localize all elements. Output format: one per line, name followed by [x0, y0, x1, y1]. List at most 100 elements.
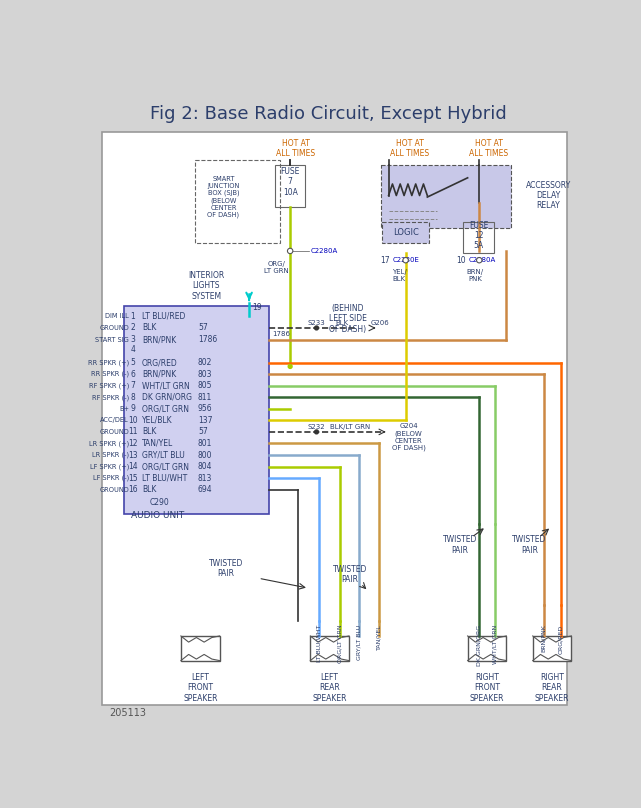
Text: BLK: BLK: [335, 320, 349, 326]
Text: LR SPKR (-): LR SPKR (-): [92, 452, 129, 458]
Text: HOT AT
ALL TIMES: HOT AT ALL TIMES: [276, 139, 315, 158]
Text: 19: 19: [252, 303, 262, 312]
Text: 800: 800: [198, 451, 212, 460]
Text: ORG/RED: ORG/RED: [558, 625, 563, 654]
Text: 14: 14: [128, 462, 138, 471]
Text: RIGHT
FRONT
SPEAKER: RIGHT FRONT SPEAKER: [470, 673, 504, 703]
Circle shape: [288, 364, 292, 368]
Text: ORG/LT GRN: ORG/LT GRN: [337, 625, 342, 663]
Text: GRY/LT BLU: GRY/LT BLU: [142, 451, 185, 460]
Text: 1: 1: [131, 312, 135, 321]
Text: LEFT
FRONT
SPEAKER: LEFT FRONT SPEAKER: [183, 673, 217, 703]
Text: GROUND: GROUND: [99, 429, 129, 435]
Text: 804: 804: [198, 462, 212, 471]
Text: 11: 11: [128, 427, 138, 436]
Text: ORG/RED: ORG/RED: [142, 358, 178, 367]
Bar: [381, 165, 511, 228]
Text: RF SPKR (-): RF SPKR (-): [92, 394, 129, 401]
Circle shape: [287, 248, 293, 254]
Text: 15: 15: [128, 473, 138, 482]
Text: ORG/LT GRN: ORG/LT GRN: [142, 404, 189, 414]
Text: 12: 12: [128, 439, 138, 448]
Text: WHT/LT GRN: WHT/LT GRN: [492, 625, 497, 663]
Text: 4: 4: [130, 345, 135, 354]
Text: 10: 10: [456, 255, 466, 265]
Text: GROUND: GROUND: [99, 325, 129, 331]
Bar: [195, 160, 280, 243]
Text: 9: 9: [130, 404, 135, 414]
Text: BRN/PNK: BRN/PNK: [142, 370, 176, 379]
Text: DK GRN/ORG: DK GRN/ORG: [142, 393, 192, 402]
Text: TWISTED
PAIR: TWISTED PAIR: [443, 536, 477, 555]
Text: LT BLU/RED: LT BLU/RED: [142, 312, 185, 321]
Text: TWISTED
PAIR: TWISTED PAIR: [333, 565, 367, 584]
Text: 7: 7: [130, 381, 135, 390]
Text: BRN/PNK: BRN/PNK: [541, 625, 546, 652]
Text: START SIG: START SIG: [96, 336, 129, 343]
Text: FUSE
12
5A: FUSE 12 5A: [469, 221, 488, 250]
Text: 57: 57: [198, 323, 208, 332]
Text: C290: C290: [150, 499, 170, 507]
Text: WHT/LT GRN: WHT/LT GRN: [142, 381, 190, 390]
Text: C2280A: C2280A: [469, 257, 495, 263]
Text: RR SPKR (+): RR SPKR (+): [88, 360, 129, 366]
Text: 5: 5: [130, 358, 135, 367]
Text: LF SPKR (-): LF SPKR (-): [93, 475, 129, 482]
Text: 10: 10: [128, 416, 138, 425]
Text: 13: 13: [128, 451, 138, 460]
Text: FUSE
7
10A: FUSE 7 10A: [281, 166, 300, 196]
Text: S232: S232: [308, 423, 326, 430]
Text: BRN/PNK: BRN/PNK: [142, 335, 176, 344]
Text: 803: 803: [198, 370, 212, 379]
Bar: [276, 165, 305, 207]
Text: DIM ILL: DIM ILL: [105, 314, 129, 319]
Text: 802: 802: [198, 358, 212, 367]
Text: G206: G206: [370, 320, 390, 326]
Text: Fig 2: Base Radio Circuit, Except Hybrid: Fig 2: Base Radio Circuit, Except Hybrid: [150, 105, 506, 123]
Text: TWISTED
PAIR: TWISTED PAIR: [512, 536, 547, 555]
Circle shape: [315, 430, 319, 434]
Text: LOGIC: LOGIC: [393, 228, 419, 237]
Text: HOT AT
ALL TIMES: HOT AT ALL TIMES: [390, 139, 429, 158]
Text: 137: 137: [198, 416, 212, 425]
Text: BLK/LT GRN: BLK/LT GRN: [329, 423, 370, 430]
Text: 3: 3: [130, 335, 135, 344]
Text: YEL/BLK: YEL/BLK: [142, 416, 173, 425]
Text: 205113: 205113: [110, 708, 147, 718]
Text: S233: S233: [308, 320, 326, 326]
Text: B+: B+: [119, 406, 129, 412]
Bar: [383, 221, 429, 243]
Text: LF SPKR (+): LF SPKR (+): [90, 463, 129, 469]
Text: 801: 801: [198, 439, 212, 448]
Bar: [124, 306, 269, 515]
Text: BLK: BLK: [142, 427, 156, 436]
Bar: [463, 221, 494, 252]
Text: LR SPKR (+): LR SPKR (+): [88, 440, 129, 447]
Text: ACCESSORY
DELAY
RELAY: ACCESSORY DELAY RELAY: [526, 181, 571, 210]
Text: 6: 6: [130, 370, 135, 379]
Text: 8: 8: [131, 393, 135, 402]
Text: 1786: 1786: [272, 331, 290, 337]
Text: 1786: 1786: [198, 335, 217, 344]
Text: RIGHT
REAR
SPEAKER: RIGHT REAR SPEAKER: [535, 673, 569, 703]
Text: 57: 57: [198, 427, 208, 436]
Text: AUDIO UNIT: AUDIO UNIT: [131, 511, 184, 520]
Text: LEFT
REAR
SPEAKER: LEFT REAR SPEAKER: [312, 673, 347, 703]
Text: ORG/LT GRN: ORG/LT GRN: [142, 462, 189, 471]
Text: 956: 956: [198, 404, 213, 414]
Bar: [181, 636, 220, 661]
Text: 2: 2: [131, 323, 135, 332]
Text: C2280A: C2280A: [310, 248, 338, 254]
Text: TWISTED
PAIR: TWISTED PAIR: [208, 558, 243, 578]
Circle shape: [476, 258, 482, 263]
Text: 805: 805: [198, 381, 212, 390]
Text: RR SPKR (-): RR SPKR (-): [91, 371, 129, 377]
Text: TAN/YEL: TAN/YEL: [376, 625, 381, 650]
Text: SMART
JUNCTION
BOX (SJB)
(BELOW
CENTER
OF DASH): SMART JUNCTION BOX (SJB) (BELOW CENTER O…: [207, 176, 240, 218]
Text: BLK: BLK: [142, 323, 156, 332]
Text: LT BLU/WHT: LT BLU/WHT: [142, 473, 187, 482]
Circle shape: [403, 258, 408, 263]
Text: 813: 813: [198, 473, 212, 482]
Text: TAN/YEL: TAN/YEL: [142, 439, 173, 448]
Text: BLK: BLK: [142, 485, 156, 494]
